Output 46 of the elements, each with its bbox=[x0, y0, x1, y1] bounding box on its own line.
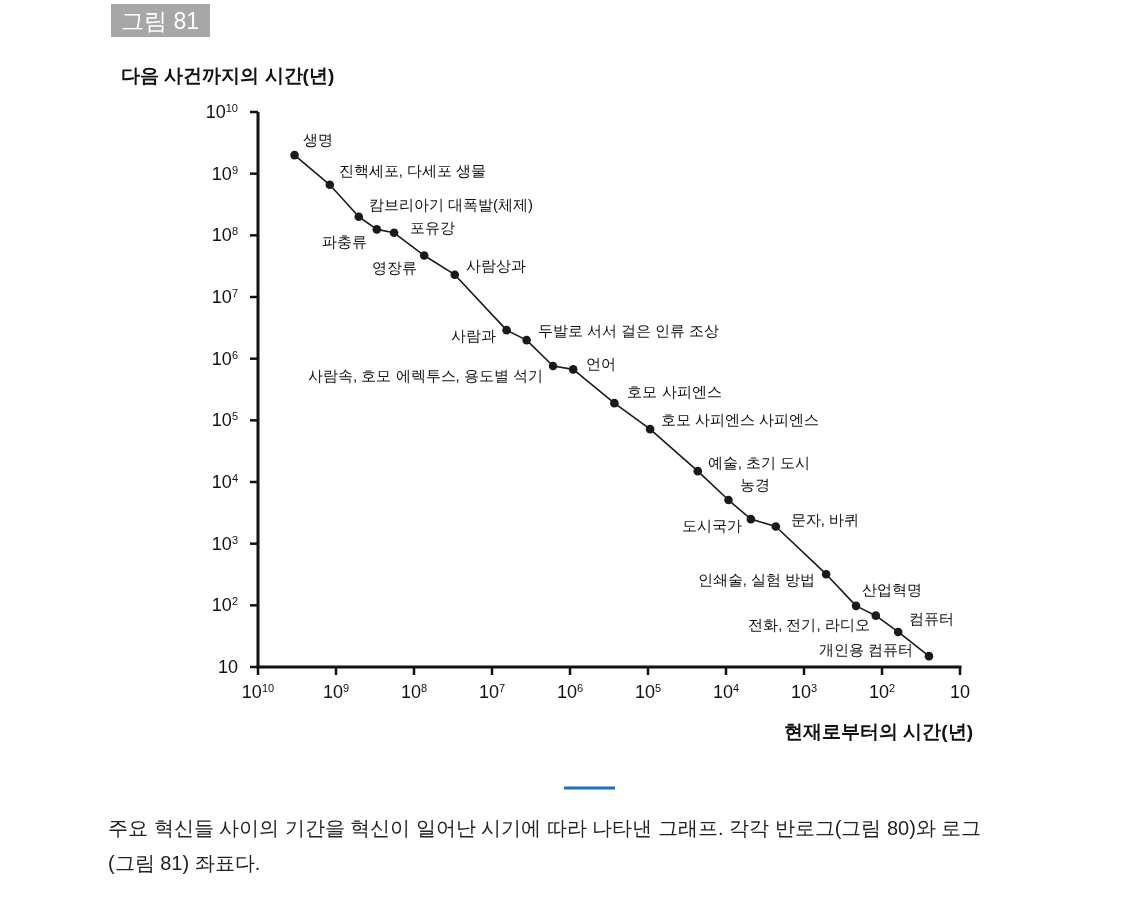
annotation: 호모 사피엔스 사피엔스 bbox=[661, 411, 820, 429]
x-tick-label: 10$^{5}$ bbox=[634, 682, 662, 702]
y-tick-label: 10$^{3}$ bbox=[211, 533, 238, 554]
annotation: 농경 bbox=[740, 476, 771, 494]
annotation: 인쇄술, 실험 방법 bbox=[697, 571, 816, 589]
chart-title: 그림 81 bbox=[121, 8, 199, 34]
y-tick-label: 10$^{8}$ bbox=[211, 225, 238, 246]
x-tick-label: 10$^{2}$ bbox=[868, 682, 896, 702]
annotation: 호모 사피엔스 bbox=[627, 383, 722, 401]
x-tick-label: 10$^{6}$ bbox=[556, 682, 584, 702]
annotation: 전화, 전기, 라디오 bbox=[748, 615, 870, 633]
y-tick-label: 10$^{5}$ bbox=[211, 410, 238, 431]
annotation: 사람상과 bbox=[465, 256, 526, 274]
x-axis-title: 현재로부터의 시간(년) bbox=[784, 721, 973, 742]
text: 주요 혁신들 사이의 기간을 혁신이 일어난 시기에 따라 나타낸 그래프. 각각 반로그(그림 80)와 로그(그림 81) 좌표다. bbox=[108, 816, 983, 876]
annotation: 산업혁명 bbox=[862, 580, 923, 598]
annotation: 개인용 컴퓨터 bbox=[818, 641, 913, 659]
x-tick-label: 10$^{4}$ bbox=[712, 682, 740, 702]
x-tick-label: 10$^{7}$ bbox=[478, 682, 506, 702]
y-tick-label: 10$^{9}$ bbox=[211, 163, 238, 184]
x-tick-label: 10$^{3}$ bbox=[790, 682, 818, 702]
annotation: 영장류 bbox=[372, 258, 418, 276]
y-tick-label: 10$^{7}$ bbox=[211, 287, 238, 307]
annotation: 두발로 서서 걸은 인류 조상 bbox=[537, 322, 720, 340]
annotation: 캄브리아기 대폭발(체제) bbox=[368, 195, 533, 213]
annotation: 도시국가 bbox=[681, 517, 742, 535]
y-tick-label: 10$^{10}$ bbox=[205, 102, 238, 122]
annotation: 언어 bbox=[586, 355, 617, 373]
annotation: 진핵세포, 다세포 생물 bbox=[338, 161, 487, 179]
x-tick-label: 10$^{8}$ bbox=[400, 682, 428, 702]
annotation: 예술, 초기 도시 bbox=[707, 454, 811, 472]
y-tick-label: 10$^{4}$ bbox=[211, 472, 238, 492]
annotation: 사람과 bbox=[450, 327, 496, 345]
x-tick-label: 10 bbox=[949, 682, 971, 702]
annotation: 사람속, 호모 에렉투스, 용도별 석기 bbox=[308, 367, 544, 385]
y-axis-title: 다음 사건까지의 시간(년) bbox=[121, 65, 335, 86]
annotation: 문자, 바퀴 bbox=[790, 511, 860, 529]
y-tick-label: 10$^{6}$ bbox=[211, 348, 238, 369]
annotation: 파충류 bbox=[321, 233, 367, 251]
annotation: 컴퓨터 bbox=[909, 609, 955, 627]
x-tick-label: 10$^{9}$ bbox=[322, 682, 350, 702]
x-tick-label: 10$^{10}$ bbox=[241, 682, 275, 702]
annotation: 포유강 bbox=[410, 218, 456, 236]
annotation: 생명 bbox=[302, 131, 333, 149]
y-tick-label: 10$^{2}$ bbox=[211, 595, 238, 616]
y-tick-label: 10 bbox=[217, 657, 238, 677]
